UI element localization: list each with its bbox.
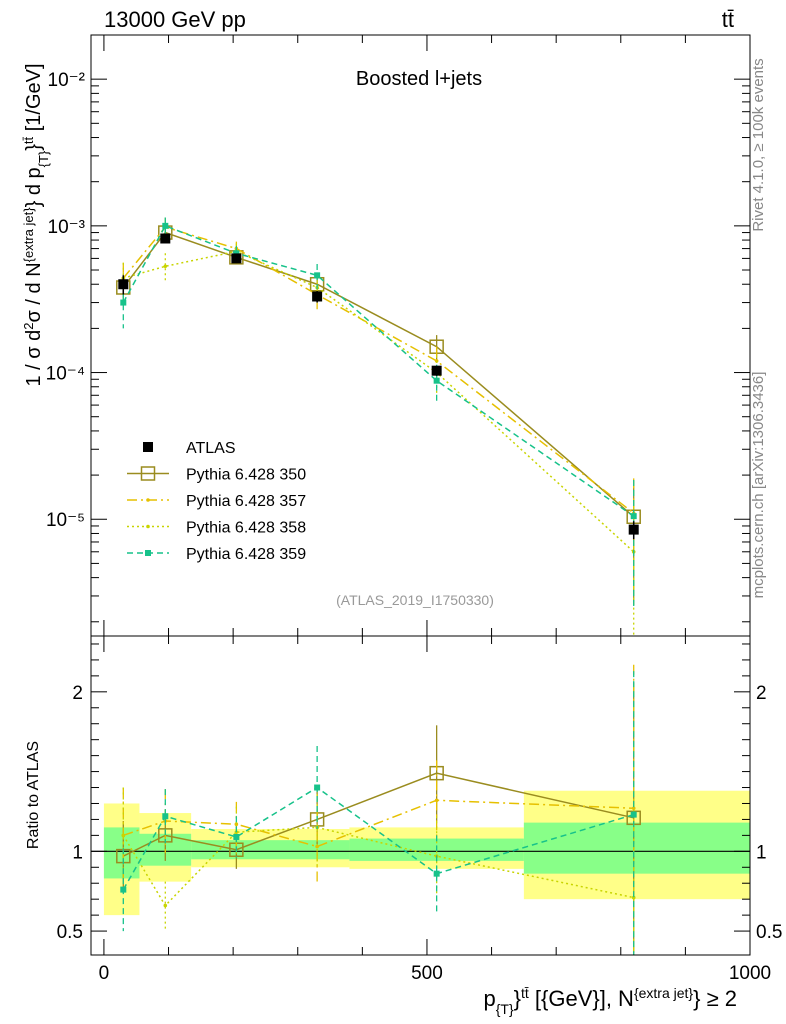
analysis-tag: (ATLAS_2019_I1750330) [336, 592, 494, 608]
ratio-y-axis-label: Ratio to ATLAS [25, 741, 42, 849]
series-line [122, 226, 635, 514]
data-point [234, 822, 239, 827]
data-point [312, 291, 323, 302]
data-point [431, 365, 442, 376]
legend-label: Pythia 6.428 357 [186, 493, 306, 510]
uncertainty-band-green [523, 822, 750, 874]
legend-label: Pythia 6.428 359 [186, 546, 306, 563]
main-y-axis-label: 1 / σ d2σ / d N{extra jet}} d p{T}}tt̄ [… [21, 63, 51, 386]
data-point [628, 524, 639, 535]
data-point [163, 264, 168, 269]
legend-marker [145, 550, 151, 556]
data-point [314, 784, 321, 791]
data-point [433, 870, 440, 877]
data-point [434, 798, 439, 803]
main-y-tick-label: 10⁻⁵ [46, 510, 85, 531]
series-pythia-6.428-357 [121, 217, 636, 596]
legend-label: Pythia 6.428 358 [186, 520, 306, 537]
main-axis-ticks: 10⁻² 10⁻³ 10⁻⁴ 10⁻⁵ [46, 34, 751, 636]
header-process-label: tt̄ [722, 7, 734, 32]
series-pythia-6.428-359 [120, 217, 637, 608]
data-point [631, 806, 636, 811]
x-tick-label: 0 [99, 963, 110, 984]
uncertainty-band-green [191, 840, 350, 860]
data-point [231, 253, 242, 264]
ratio-y-tick-label-right: 0.5 [756, 922, 782, 943]
mcplots-reference-label: mcplots.cern.ch [arXiv:1306.3436] [750, 372, 767, 599]
ratio-y-tick-label-right: 2 [756, 683, 767, 704]
series-line [123, 799, 634, 848]
main-y-tick-label: 10⁻⁴ [46, 364, 85, 385]
series-line [122, 826, 634, 907]
main-panel: 10⁻² 10⁻³ 10⁻⁴ 10⁻⁵ Boosted l+jets (ATLAS_2… [21, 34, 751, 637]
data-point [233, 833, 240, 840]
series-atlas [118, 233, 639, 540]
main-plot-marks [116, 217, 641, 636]
data-point [314, 272, 321, 279]
ratio-plot-marks [91, 664, 750, 955]
plot-title: Boosted l+jets [356, 68, 482, 90]
legend-label: ATLAS [186, 440, 236, 457]
x-tick-label: 1000 [729, 963, 771, 984]
data-point [630, 811, 637, 818]
legend-marker [146, 498, 150, 502]
ratio-series-pythia-6.428-359 [120, 671, 637, 955]
ratio-y-tick-label: 2 [72, 683, 83, 704]
ratio-panel: 0.5 0.5 1 1 2 2 0 500 1000 Ratio to ATLAS p{T}}t… [25, 635, 782, 1017]
data-point [433, 377, 440, 384]
x-axis-label: p{T}}tt̄ [{GeV}], N{extra jet}} ≥ 2 [483, 985, 737, 1017]
data-point [118, 279, 129, 290]
header-energy-label: 13000 GeV pp [104, 7, 246, 32]
ratio-y-tick-label: 1 [72, 842, 83, 863]
data-point [163, 903, 168, 908]
data-point [315, 844, 319, 849]
series-line [122, 224, 635, 517]
data-point [162, 813, 169, 820]
data-point [233, 250, 240, 257]
legend-marker [143, 442, 153, 452]
series-line [122, 786, 634, 890]
ratio-axis-ticks: 0.5 0.5 1 1 2 2 0 500 1000 [57, 636, 782, 984]
main-y-tick-label: 10⁻³ [48, 217, 86, 238]
ratio-panel-frame [90, 635, 751, 956]
legend-marker [146, 524, 150, 529]
data-point [120, 299, 127, 306]
ratio-y-tick-label-right: 1 [756, 842, 767, 863]
x-tick-label: 500 [411, 963, 443, 984]
series-line [123, 250, 635, 553]
rivet-version-label: Rivet 4.1.0, ≥ 100k events [750, 58, 767, 231]
data-point [120, 886, 127, 893]
data-point [630, 513, 637, 520]
main-y-tick-label: 10⁻² [48, 70, 86, 91]
ratio-y-tick-label: 0.5 [57, 922, 83, 943]
data-point [121, 833, 126, 838]
legend-label: Pythia 6.428 350 [186, 467, 306, 484]
data-point [162, 222, 169, 229]
legend-marker [140, 466, 156, 481]
data-point [631, 895, 636, 900]
data-point [160, 233, 171, 244]
legend: ATLAS Pythia 6.428 350 Pythia 6.428 357 Pyt… [127, 440, 306, 563]
